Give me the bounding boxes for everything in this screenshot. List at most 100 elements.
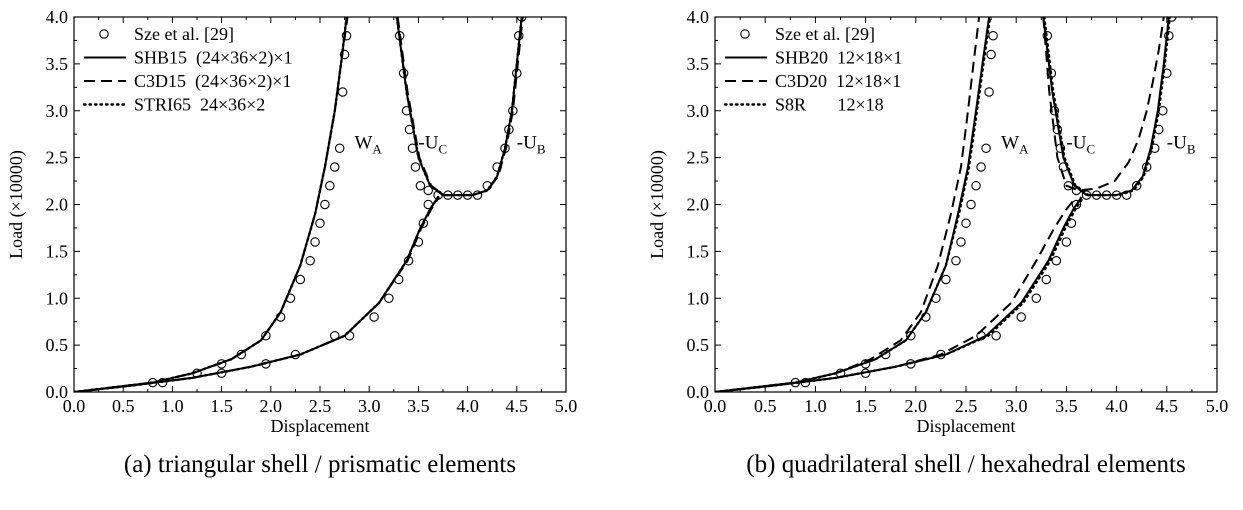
x-tick-label: 0.5: [112, 396, 135, 416]
data-point-wa: [285, 293, 296, 303]
data-point-wa: [261, 330, 271, 341]
data-point-ub: [1058, 162, 1069, 172]
y-tick-label: 1.0: [46, 288, 69, 308]
x-tick-label: 3.0: [1005, 396, 1028, 416]
data-point-uc: [906, 359, 916, 369]
data-point-ub: [482, 181, 493, 191]
data-point-ub: [1154, 124, 1164, 135]
legend-label: Sze et al. [29]: [775, 24, 875, 44]
x-tick-label: 5.0: [555, 396, 578, 416]
series-line-solid-uc: [715, 196, 1083, 392]
data-point-uc: [1051, 255, 1062, 266]
data-point-ub: [1162, 68, 1172, 79]
curve-label-sub: B: [1187, 141, 1196, 156]
legend-label: C3D20 12×18×1: [775, 71, 901, 91]
data-point-wa: [192, 368, 202, 378]
x-tick-label: 3.5: [407, 396, 430, 416]
data-point-uc: [1016, 312, 1026, 322]
series-line-dashed-wa: [715, 17, 981, 392]
curve-label: WA: [1001, 132, 1029, 156]
data-point-uc: [403, 255, 414, 266]
series-group: [715, 17, 1177, 392]
series-line-dotted-uc: [715, 195, 1085, 392]
data-point-uc: [290, 349, 301, 360]
legend-label: C3D15 (24×36×2)×1: [134, 71, 291, 92]
series-line-dotted-ub: [395, 17, 523, 197]
data-point-wa: [305, 255, 315, 266]
curve-label-sub: C: [1086, 141, 1095, 156]
legend-symbol: [99, 29, 109, 39]
data-point-uc: [369, 312, 379, 322]
data-point-ub: [1046, 68, 1057, 79]
x-tick-label: 2.0: [260, 396, 283, 416]
curve-label-sub: A: [372, 141, 382, 156]
curve-label-main: -U: [1066, 132, 1086, 153]
data-point-wa: [157, 377, 168, 388]
data-point-uc: [976, 330, 986, 341]
data-point-ub: [508, 106, 518, 116]
data-point-ub: [472, 190, 483, 200]
data-point-ub: [514, 30, 524, 41]
data-point-wa: [961, 218, 971, 229]
x-tick-label: 1.5: [854, 396, 877, 416]
y-tick-label: 4.0: [46, 7, 69, 27]
curve-label: -UC: [1066, 132, 1095, 156]
data-point-wa: [310, 237, 320, 247]
y-tick-label: 1.0: [687, 288, 710, 308]
x-tick-label: 1.0: [161, 396, 184, 416]
legend-label: S8R 12×18: [775, 95, 884, 115]
y-tick-label: 3.5: [46, 54, 69, 74]
data-point-ub: [410, 162, 421, 172]
data-point-wa: [976, 162, 986, 172]
data-point-uc: [261, 359, 271, 369]
data-point-ub: [433, 190, 443, 200]
data-point-wa: [880, 349, 891, 360]
data-point-wa: [295, 274, 306, 285]
data-point-wa: [790, 377, 801, 388]
data-point-ub: [1121, 190, 1132, 200]
data-point-uc: [936, 349, 946, 360]
x-tick-label: 0.5: [754, 396, 777, 416]
data-point-uc: [384, 293, 394, 303]
data-point-uc: [1041, 274, 1052, 285]
data-point-wa: [236, 349, 247, 360]
y-axis-label: Load (×10000): [6, 150, 27, 259]
y-tick-label: 0.0: [687, 382, 710, 402]
series-group: [74, 17, 527, 392]
data-point-wa: [337, 87, 348, 97]
legend-symbol: [740, 29, 750, 39]
y-tick-label: 3.5: [687, 54, 710, 74]
x-tick-label: 3.0: [358, 396, 381, 416]
data-point-ub: [1101, 190, 1112, 200]
x-tick-label: 1.5: [210, 396, 233, 416]
chart-b: 0.0 0.5 1.0 1.5 2.0 2.5 3.0 3.5 4.0 4.5 5.0 0.0 0.5 1…: [647, 7, 1228, 478]
data-point-uc: [1031, 293, 1042, 303]
data-point-uc: [393, 274, 404, 285]
data-point-wa: [147, 377, 158, 388]
data-point-ub: [407, 143, 418, 154]
chart-caption: (b) quadrilateral shell / hexahedral ele…: [746, 451, 1185, 478]
data-point-ub: [1111, 190, 1122, 200]
data-point-uc: [423, 199, 433, 210]
data-point-ub: [462, 190, 473, 200]
y-tick-label: 4.0: [687, 7, 710, 27]
x-tick-label: 4.0: [456, 396, 479, 416]
legend-label: Sze et al. [29]: [134, 24, 234, 44]
series-line-dotted-uc: [74, 195, 440, 392]
curve-label-main: W: [354, 132, 372, 153]
data-point-uc: [1061, 237, 1072, 247]
data-point-wa: [951, 255, 961, 266]
data-point-ub: [453, 190, 463, 200]
data-point-wa: [956, 237, 966, 247]
data-point-ub: [1167, 17, 1177, 22]
x-tick-label: 3.5: [1055, 396, 1078, 416]
data-point-ub: [512, 68, 522, 79]
data-point-wa: [330, 162, 340, 172]
curve-label-sub: A: [1019, 141, 1029, 156]
y-tick-label: 3.0: [46, 101, 69, 121]
legend-label: SHB20 12×18×1: [775, 48, 902, 68]
data-point-ub: [516, 17, 527, 22]
data-point-wa: [320, 199, 330, 210]
data-point-wa: [341, 30, 352, 41]
